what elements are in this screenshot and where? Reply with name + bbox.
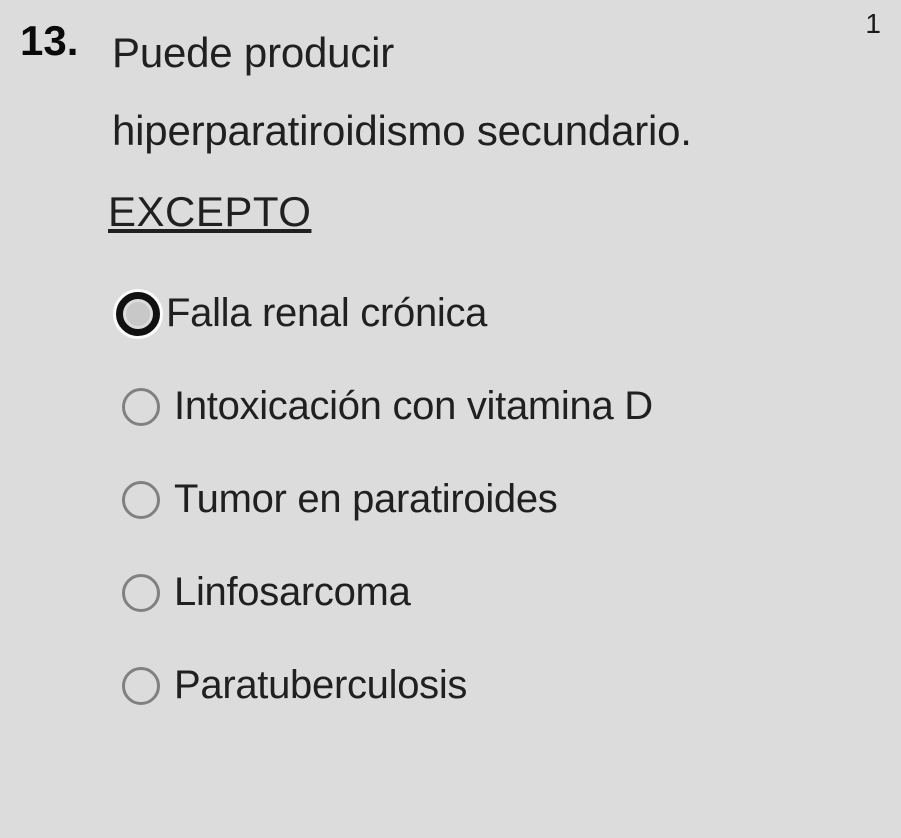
- option-label: Linfosarcoma: [174, 570, 411, 615]
- question-text-line1: Puede producir: [112, 29, 394, 76]
- radio-button[interactable]: [122, 574, 160, 612]
- question-text-line2: hiperparatiroidismo secundario.: [112, 107, 692, 154]
- radio-button[interactable]: [122, 481, 160, 519]
- option-row[interactable]: Falla renal crónica: [112, 291, 881, 336]
- question-number: 13.: [20, 14, 112, 69]
- option-label: Falla renal crónica: [166, 291, 487, 336]
- option-label: Paratuberculosis: [174, 663, 467, 708]
- option-label: Intoxicación con vitamina D: [174, 384, 653, 429]
- question-row: 13. Puede producir hiperparatiroidismo s…: [20, 14, 881, 251]
- option-row[interactable]: Intoxicación con vitamina D: [112, 384, 881, 429]
- radio-button[interactable]: [122, 388, 160, 426]
- options-list: Falla renal crónica Intoxicación con vit…: [112, 291, 881, 708]
- radio-button[interactable]: [122, 667, 160, 705]
- option-row[interactable]: Tumor en paratiroides: [112, 477, 881, 522]
- radio-button[interactable]: [116, 292, 160, 336]
- option-row[interactable]: Linfosarcoma: [112, 570, 881, 615]
- question-container: 1 13. Puede producir hiperparatiroidismo…: [0, 0, 901, 776]
- points-badge: 1: [865, 8, 881, 40]
- except-label: EXCEPTO: [108, 173, 311, 251]
- option-row[interactable]: Paratuberculosis: [112, 663, 881, 708]
- option-label: Tumor en paratiroides: [174, 477, 558, 522]
- question-text: Puede producir hiperparatiroidismo secun…: [112, 14, 692, 251]
